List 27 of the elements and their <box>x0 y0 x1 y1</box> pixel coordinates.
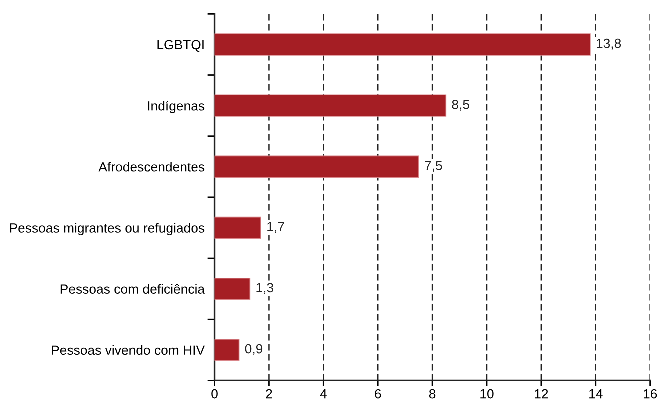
x-tick-label: 8 <box>429 389 436 399</box>
data-label: 8,5 <box>452 100 470 111</box>
bar <box>214 94 447 117</box>
y-tick-label: LGBTQI <box>158 40 204 52</box>
y-tick-label: Afrodescendentes <box>98 162 205 172</box>
data-label: 1,7 <box>268 222 284 234</box>
x-tick-label: 12 <box>535 389 548 399</box>
x-tick-label: 0 <box>212 389 218 399</box>
y-tick-label: Pessoas vivendo com HIV <box>52 345 205 356</box>
x-tick-label: 2 <box>266 389 272 399</box>
y-tick-label: Indígenas <box>148 100 205 114</box>
x-tick-label: 10 <box>480 389 494 399</box>
bar <box>214 278 251 300</box>
data-label: 1,3 <box>256 283 274 294</box>
data-label: 7,5 <box>425 161 442 172</box>
y-tick-label: Pessoas com deficiência <box>60 284 206 294</box>
x-tick-label: 4 <box>320 390 327 399</box>
x-tick-label: 14 <box>590 390 603 399</box>
data-label: 13,8 <box>597 38 622 50</box>
bar <box>214 339 240 362</box>
data-label: 0,9 <box>245 344 263 356</box>
bar <box>214 156 420 178</box>
y-tick-label: Pessoas migrantes ou refugiados <box>10 223 205 236</box>
bar <box>214 34 591 56</box>
bar <box>214 216 262 240</box>
x-tick-label: 6 <box>375 389 382 399</box>
x-tick-label: 16 <box>644 389 658 399</box>
